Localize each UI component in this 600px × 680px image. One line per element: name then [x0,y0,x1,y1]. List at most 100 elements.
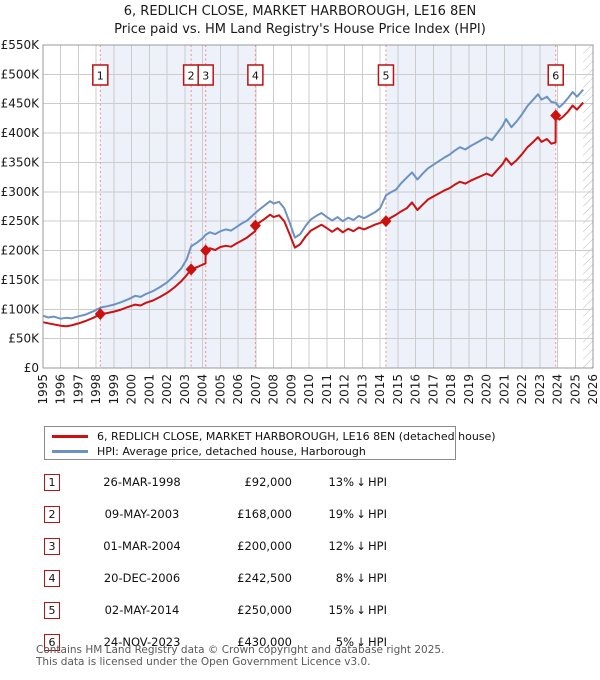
table-row: 2 09-MAY-2003 £168,000 19% ↓ HPI [44,505,464,523]
sale-number-badge: 1 [44,473,60,491]
sale-number-badge: 4 [44,569,60,587]
hpi-delta-percent: 5% [335,635,354,649]
sale-date: 24-NOV-2023 [103,635,181,649]
x-tick-label: 2013 [355,374,369,405]
sale-point-marker [249,219,261,232]
y-tick-label: £200K [1,244,41,258]
hpi-ref-label: HPI [368,603,387,617]
hpi-line-sample [52,449,88,453]
x-tick-label: 1999 [107,374,121,405]
x-tick-label: 2019 [462,374,476,405]
page-subtitle: Price paid vs. HM Land Registry's House … [114,22,486,37]
sale-point-marker [185,263,197,276]
y-tick-label: £350K [1,155,41,169]
down-arrow-icon: ↓ [356,475,366,489]
sale-number-box [547,64,564,86]
sale-number-box-label: 4 [252,70,259,83]
chart-legend: 6, REDLICH CLOSE, MARKET HARBOROUGH, LE1… [44,426,496,460]
x-tick-label: 2000 [125,374,139,405]
y-tick-label: £550K [1,38,41,52]
sale-point-marker [550,109,562,122]
plot-border [42,44,594,369]
table-row: 6 24-NOV-2023 £430,000 5% ↓ HPI [44,633,464,651]
hpi-ref-label: HPI [368,507,387,521]
x-tick-label: 2016 [409,374,423,405]
sale-number-badge: 2 [44,505,60,523]
hpi-ref-label: HPI [368,539,387,553]
price-history-chart: 1 2 3 4 5 6£0£50K£100K£150K£200K£250K£300K£35… [1,38,600,405]
hpi-delta-percent: 19% [328,507,354,521]
sale-price: £168,000 [237,507,292,521]
x-tick-label: 2023 [533,374,547,405]
legend-item-price-paid: 6, REDLICH CLOSE, MARKET HARBOROUGH, LE1… [45,429,496,444]
x-tick-label: 2014 [373,374,387,405]
sale-number-box-label: 5 [382,70,389,83]
sale-number-box-label: 2 [188,70,195,83]
sale-number-badge: 5 [44,601,60,619]
legend-item-hpi: HPI: Average price, detached house, Harb… [45,444,455,459]
price-paid-line-sample [52,434,88,438]
footer-line-1: Contains HM Land Registry data © Crown c… [36,644,445,656]
y-tick-label: £50K [8,332,40,346]
x-tick-label: 2007 [249,374,263,405]
hpi-ref-label: HPI [368,475,387,489]
hpi-delta-percent: 15% [328,603,354,617]
sale-date: 01-MAR-2004 [103,539,181,553]
x-tick-label: 2015 [391,374,405,405]
y-tick-label: £0 [24,361,39,375]
license-footer: Contains HM Land Registry data © Crown c… [36,644,445,668]
x-tick-label: 2011 [320,374,334,405]
sale-number-badge: 6 [44,633,60,651]
x-tick-label: 2020 [480,374,494,405]
table-row: 3 01-MAR-2004 £200,000 12% ↓ HPI [44,537,464,555]
sale-price: £430,000 [237,635,292,649]
sale-number-box [92,64,109,86]
hpi-average-price-line [42,88,584,320]
sale-point-marker [380,215,392,228]
legend-label: HPI: Average price, detached house, Harb… [97,445,366,458]
x-tick-label: 2012 [338,374,352,405]
down-arrow-icon: ↓ [356,571,366,585]
x-tick-label: 2008 [267,374,281,405]
x-tick-label: 2005 [213,374,227,405]
y-tick-label: £150K [1,273,41,287]
sale-number-box [377,64,395,86]
future-hatch-region [583,45,593,368]
hpi-delta-percent: 13% [328,475,354,489]
y-tick-label: £100K [1,302,41,316]
table-row: 5 02-MAY-2014 £250,000 15% ↓ HPI [44,601,464,619]
sale-date: 26-MAR-1998 [103,475,181,489]
sale-number-box-label: 1 [97,70,104,83]
x-tick-label: 2022 [515,374,529,405]
x-tick-label: 2018 [444,374,458,405]
y-tick-label: £250K [1,214,41,228]
sale-price: £200,000 [237,539,292,553]
ownership-band [100,45,256,368]
table-row: 4 20-DEC-2006 £242,500 8% ↓ HPI [44,569,464,587]
page-title: 6, REDLICH CLOSE, MARKET HARBOROUGH, LE1… [123,4,477,19]
x-tick-label: 2003 [178,374,192,405]
footer-line-2: This data is licensed under the Open Gov… [36,655,371,668]
sale-point-marker [94,307,106,320]
sale-number-box [247,64,264,86]
sale-price: £250,000 [237,603,292,617]
down-arrow-icon: ↓ [356,635,366,649]
x-tick-label: 2002 [160,374,174,405]
x-tick-label: 2021 [497,374,511,405]
hpi-ref-label: HPI [368,635,387,649]
x-tick-label: 2025 [568,374,582,405]
sale-number-box-label: 3 [202,70,209,83]
x-tick-label: 2001 [142,374,156,405]
sale-price: £242,500 [237,571,292,585]
sale-number-badge: 3 [44,537,60,555]
sale-price: £92,000 [244,475,292,489]
sales-table: 1 26-MAR-1998 £92,000 13% ↓ HPI 2 09-MAY… [44,473,464,665]
x-tick-label: 1997 [71,374,85,405]
sale-date: 20-DEC-2006 [103,571,181,585]
x-tick-label: 2004 [196,374,210,405]
sale-number-box-label: 6 [552,70,559,83]
x-tick-label: 2010 [302,374,316,405]
x-tick-label: 2026 [586,374,600,405]
x-tick-label: 2006 [231,374,245,405]
